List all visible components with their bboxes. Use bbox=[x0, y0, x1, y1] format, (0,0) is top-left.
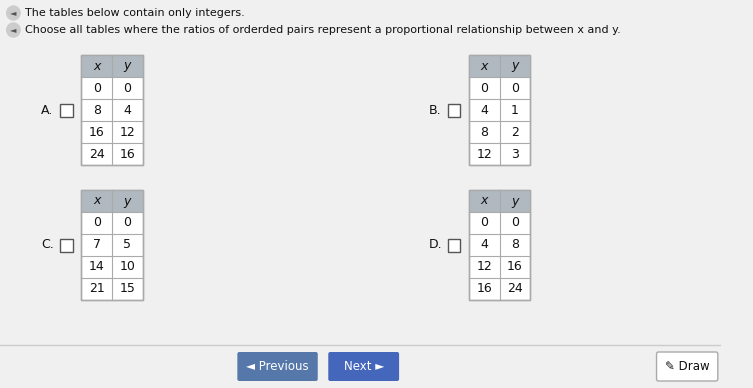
Text: 0: 0 bbox=[93, 81, 101, 95]
Text: Choose all tables where the ratios of orderded pairs represent a proportional re: Choose all tables where the ratios of or… bbox=[25, 25, 620, 35]
Text: 0: 0 bbox=[93, 217, 101, 229]
FancyBboxPatch shape bbox=[328, 352, 399, 381]
Text: 4: 4 bbox=[123, 104, 131, 116]
Text: 8: 8 bbox=[511, 239, 519, 251]
Circle shape bbox=[7, 23, 20, 37]
Text: 4: 4 bbox=[480, 104, 488, 116]
Text: ◄: ◄ bbox=[10, 26, 17, 35]
Text: 5: 5 bbox=[123, 239, 131, 251]
FancyBboxPatch shape bbox=[60, 239, 73, 251]
FancyBboxPatch shape bbox=[60, 104, 73, 116]
Text: B.: B. bbox=[428, 104, 441, 116]
Text: 16: 16 bbox=[89, 125, 105, 139]
Text: x: x bbox=[480, 59, 488, 73]
Text: 21: 21 bbox=[89, 282, 105, 296]
Text: ✎ Draw: ✎ Draw bbox=[665, 360, 709, 373]
Text: x: x bbox=[93, 59, 100, 73]
FancyBboxPatch shape bbox=[469, 55, 530, 165]
Text: The tables below contain only integers.: The tables below contain only integers. bbox=[25, 8, 245, 18]
Text: 16: 16 bbox=[120, 147, 136, 161]
FancyBboxPatch shape bbox=[469, 55, 530, 77]
Text: 0: 0 bbox=[123, 217, 131, 229]
Text: y: y bbox=[123, 194, 131, 208]
Text: x: x bbox=[480, 194, 488, 208]
Text: Next ►: Next ► bbox=[343, 360, 384, 373]
FancyBboxPatch shape bbox=[657, 352, 718, 381]
Text: 8: 8 bbox=[93, 104, 101, 116]
Text: 10: 10 bbox=[120, 260, 136, 274]
Text: 16: 16 bbox=[507, 260, 523, 274]
Text: 12: 12 bbox=[120, 125, 136, 139]
Text: 12: 12 bbox=[477, 260, 492, 274]
FancyBboxPatch shape bbox=[81, 190, 142, 212]
Text: 14: 14 bbox=[89, 260, 105, 274]
Text: 0: 0 bbox=[511, 81, 519, 95]
Text: 24: 24 bbox=[89, 147, 105, 161]
Text: 1: 1 bbox=[511, 104, 519, 116]
FancyBboxPatch shape bbox=[448, 104, 460, 116]
Text: 0: 0 bbox=[511, 217, 519, 229]
Text: ◄ Previous: ◄ Previous bbox=[246, 360, 309, 373]
Text: 8: 8 bbox=[480, 125, 488, 139]
Text: 0: 0 bbox=[123, 81, 131, 95]
Text: ◄: ◄ bbox=[10, 9, 17, 17]
Text: y: y bbox=[511, 194, 519, 208]
Text: 12: 12 bbox=[477, 147, 492, 161]
Text: 4: 4 bbox=[480, 239, 488, 251]
Text: 7: 7 bbox=[93, 239, 101, 251]
Text: 0: 0 bbox=[480, 217, 488, 229]
Text: 24: 24 bbox=[507, 282, 523, 296]
Text: C.: C. bbox=[41, 239, 54, 251]
FancyBboxPatch shape bbox=[469, 190, 530, 212]
Text: y: y bbox=[123, 59, 131, 73]
Circle shape bbox=[7, 6, 20, 20]
Text: y: y bbox=[511, 59, 519, 73]
FancyBboxPatch shape bbox=[469, 190, 530, 300]
FancyBboxPatch shape bbox=[448, 239, 460, 251]
Text: D.: D. bbox=[428, 239, 443, 251]
FancyBboxPatch shape bbox=[81, 55, 142, 165]
Text: x: x bbox=[93, 194, 100, 208]
Text: 0: 0 bbox=[480, 81, 488, 95]
FancyBboxPatch shape bbox=[81, 55, 142, 77]
Text: 15: 15 bbox=[120, 282, 136, 296]
FancyBboxPatch shape bbox=[81, 190, 142, 300]
Text: 3: 3 bbox=[511, 147, 519, 161]
Text: A.: A. bbox=[41, 104, 53, 116]
Text: 16: 16 bbox=[477, 282, 492, 296]
Text: 2: 2 bbox=[511, 125, 519, 139]
FancyBboxPatch shape bbox=[237, 352, 318, 381]
